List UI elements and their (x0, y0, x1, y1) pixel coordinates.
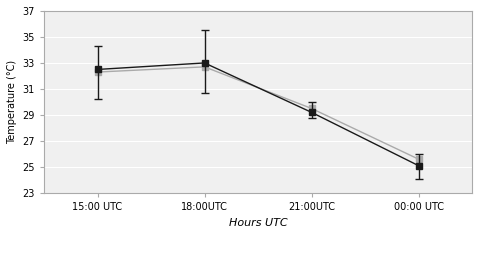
X-axis label: Hours UTC: Hours UTC (229, 218, 287, 228)
Y-axis label: Temperature (°C): Temperature (°C) (7, 60, 17, 144)
